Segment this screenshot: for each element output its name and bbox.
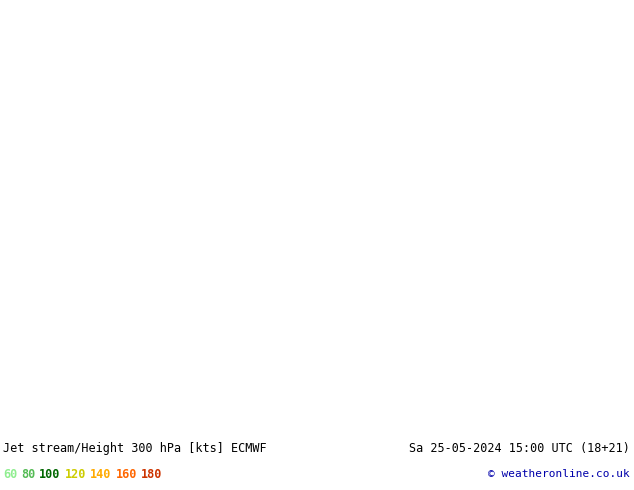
Text: 160: 160	[115, 467, 137, 481]
Text: 80: 80	[21, 467, 36, 481]
Text: 60: 60	[3, 467, 17, 481]
Text: Jet stream/Height 300 hPa [kts] ECMWF: Jet stream/Height 300 hPa [kts] ECMWF	[3, 441, 267, 455]
Text: 180: 180	[141, 467, 162, 481]
Text: 120: 120	[65, 467, 86, 481]
Text: 140: 140	[90, 467, 112, 481]
Text: 100: 100	[39, 467, 60, 481]
Text: © weatheronline.co.uk: © weatheronline.co.uk	[488, 469, 630, 479]
Text: Sa 25-05-2024 15:00 UTC (18+21): Sa 25-05-2024 15:00 UTC (18+21)	[409, 441, 630, 455]
